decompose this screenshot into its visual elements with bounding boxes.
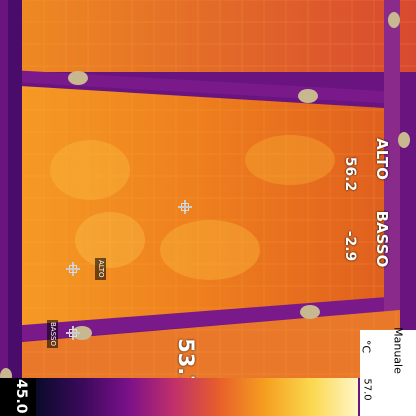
clamp-icon [388,12,400,28]
basso-label: BASSO [373,210,391,268]
frame-left [8,0,22,416]
unit-label: °C [359,339,373,354]
center-crosshair-icon [178,200,192,214]
clamp-icon [72,326,92,340]
alto-marker-tag: ALTO [95,258,106,280]
basso-marker-icon [66,326,80,340]
alto-marker-icon [66,262,80,276]
scale-min: 45.0 [13,379,29,414]
clamp-icon [68,71,88,85]
scale-min-box [0,378,36,416]
basso-marker-tag: BASSO [47,320,58,348]
alto-value: 56.2 [342,156,358,192]
alto-label: ALTO [373,138,391,180]
clamp-icon [300,305,320,319]
mode-panel [360,330,416,416]
color-scale-bar [36,378,358,416]
scale-max: 57.0 [361,378,373,401]
basso-value: -2.9 [342,230,358,262]
clamp-icon [398,132,410,148]
mode-label: Manuale [391,327,405,374]
clamp-icon [298,89,318,103]
